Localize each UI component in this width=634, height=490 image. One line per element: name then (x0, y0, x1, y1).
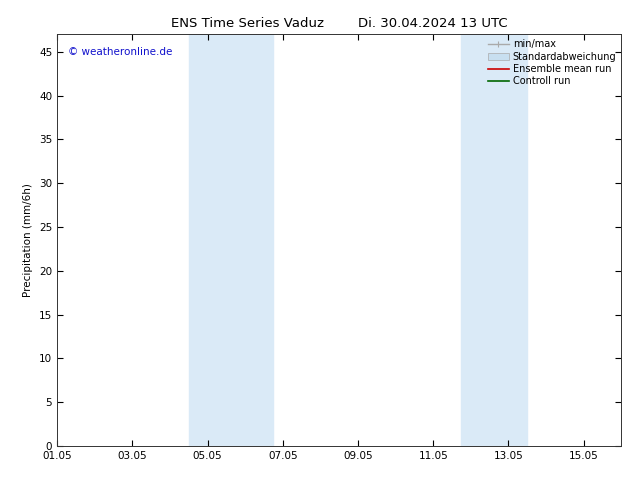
Title: ENS Time Series Vaduz        Di. 30.04.2024 13 UTC: ENS Time Series Vaduz Di. 30.04.2024 13 … (171, 17, 507, 30)
Bar (189, 34, 273, 446)
Bar (462, 34, 527, 446)
Text: © weatheronline.de: © weatheronline.de (68, 47, 172, 57)
Legend: min/max, Standardabweichung, Ensemble mean run, Controll run: min/max, Standardabweichung, Ensemble me… (486, 37, 618, 88)
Y-axis label: Precipitation (mm/6h): Precipitation (mm/6h) (23, 183, 34, 297)
